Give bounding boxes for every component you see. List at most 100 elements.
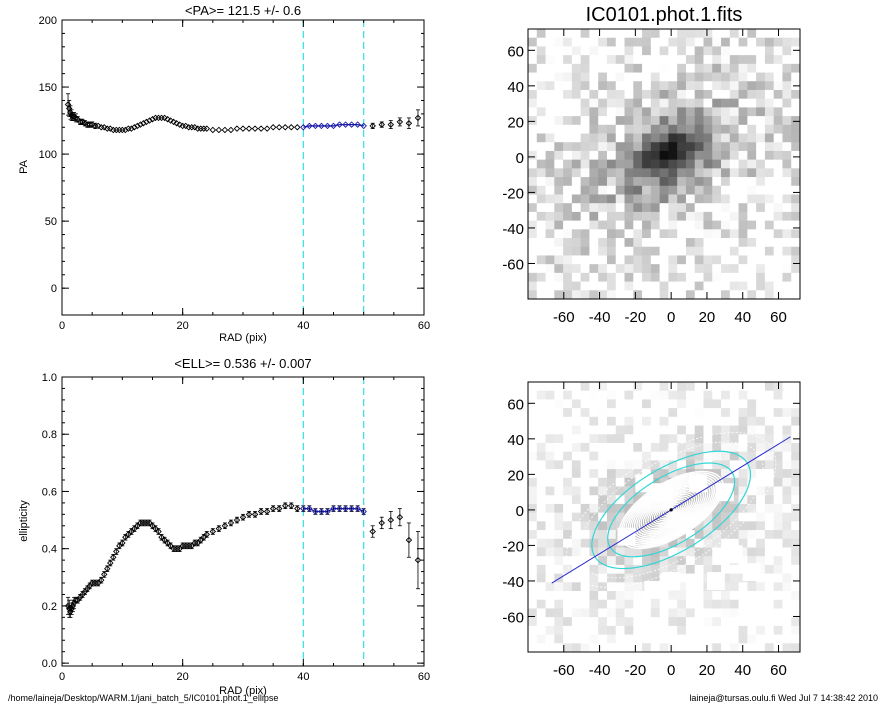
data-point — [269, 505, 277, 512]
data-point — [215, 525, 223, 532]
pa-profile-chart: <PA>= 121.5 +/- 0.6 0 20 40 60 0 50 100 150 200… — [18, 3, 430, 344]
data-point — [128, 125, 135, 132]
data-point — [97, 576, 105, 584]
data-point — [100, 124, 108, 131]
data-point — [209, 528, 217, 535]
footer-user-timestamp: laineja@tursas.oulu.fi Wed Jul 7 14:38:4… — [689, 693, 878, 703]
footer-file-path: /home/laineja/Desktop/WARM.1/jani_batch_… — [8, 693, 279, 703]
data-point — [167, 117, 174, 124]
x-tick-label: -40 — [589, 309, 611, 326]
data-point — [215, 126, 223, 134]
data-point — [300, 124, 307, 131]
data-point — [312, 122, 319, 130]
data-point — [360, 122, 367, 130]
x-tick-label: -20 — [625, 662, 647, 679]
y-tick-label: 60 — [507, 43, 524, 60]
data-point — [122, 126, 129, 134]
x-tick-label: 60 — [770, 309, 787, 326]
data-point — [140, 120, 147, 127]
data-point — [161, 536, 168, 544]
masked-region — [706, 572, 725, 590]
data-point — [209, 126, 217, 134]
data-point — [197, 536, 205, 544]
pa-y-axis-label: PA — [18, 159, 30, 174]
data-point — [245, 511, 253, 518]
y-tick-label: 20 — [507, 467, 524, 484]
y-tick-label: 0 — [51, 283, 57, 295]
x-tick-label: 40 — [734, 309, 751, 326]
data-point — [354, 121, 361, 128]
data-point — [330, 505, 337, 512]
x-tick-label: 40 — [297, 671, 309, 683]
data-point — [143, 118, 150, 126]
data-point — [149, 115, 156, 123]
data-point — [369, 122, 376, 130]
data-point — [269, 124, 277, 131]
data-point — [100, 571, 108, 578]
data-point — [342, 505, 349, 512]
data-point — [167, 542, 174, 550]
data-point — [348, 505, 355, 512]
data-point — [318, 508, 325, 515]
y-tick-label: 20 — [507, 114, 524, 131]
data-point — [318, 122, 325, 130]
data-point — [275, 124, 283, 131]
data-point — [122, 534, 129, 541]
data-point — [263, 125, 271, 132]
data-point — [239, 125, 247, 132]
data-point — [306, 122, 313, 130]
data-point — [137, 121, 144, 128]
data-point — [203, 125, 211, 132]
data-point — [405, 536, 413, 544]
y-tick-label: 0.2 — [42, 601, 57, 613]
image-x-axis: -60 -40 -20 0 20 40 60 — [553, 29, 787, 326]
x-tick-label: 0 — [59, 671, 65, 683]
pa-y-axis: 0 50 100 150 200 — [39, 15, 424, 295]
x-tick-label: 40 — [297, 320, 309, 332]
data-point — [239, 513, 247, 521]
y-tick-label: 0.8 — [42, 429, 57, 441]
data-point — [146, 519, 153, 527]
data-point — [76, 118, 84, 126]
x-tick-label: 0 — [667, 309, 675, 326]
x-tick-label: -60 — [553, 309, 575, 326]
data-point — [182, 122, 189, 130]
pa-x-axis: 0 20 40 60 — [59, 20, 430, 332]
x-tick-label: 20 — [699, 309, 716, 326]
y-tick-label: 100 — [39, 149, 57, 161]
ellipticity-profile-chart: <ELL>= 0.536 +/- 0.007 0 20 40 60 0.0 0.2 0.4… — [18, 356, 430, 697]
data-point — [414, 556, 422, 564]
data-point — [107, 559, 114, 567]
masked-region — [724, 545, 743, 564]
data-point — [69, 113, 77, 120]
data-point — [194, 539, 201, 547]
data-point — [88, 121, 96, 128]
data-point — [188, 542, 195, 550]
data-point — [294, 505, 301, 512]
data-point — [369, 528, 376, 535]
data-point — [257, 508, 265, 515]
data-point — [221, 126, 229, 134]
image-y-axis: -60 -40 -20 0 20 40 60 — [502, 43, 800, 273]
data-point — [245, 125, 253, 132]
data-point — [312, 508, 319, 515]
y-tick-label: 50 — [45, 216, 57, 228]
data-point — [251, 125, 259, 132]
x-tick-label: 60 — [418, 320, 430, 332]
data-point — [257, 125, 265, 132]
center-point — [669, 508, 673, 512]
data-point — [342, 121, 349, 128]
y-tick-label: 40 — [507, 432, 524, 449]
data-point — [405, 120, 413, 127]
y-tick-label: 0.4 — [42, 544, 57, 556]
data-point — [330, 122, 337, 130]
data-point — [294, 124, 301, 131]
data-point — [378, 121, 386, 128]
data-point — [251, 511, 259, 518]
y-tick-label: -20 — [502, 538, 524, 555]
data-point — [64, 602, 72, 610]
data-point — [149, 522, 156, 530]
data-point — [119, 539, 126, 547]
data-point — [227, 126, 235, 134]
